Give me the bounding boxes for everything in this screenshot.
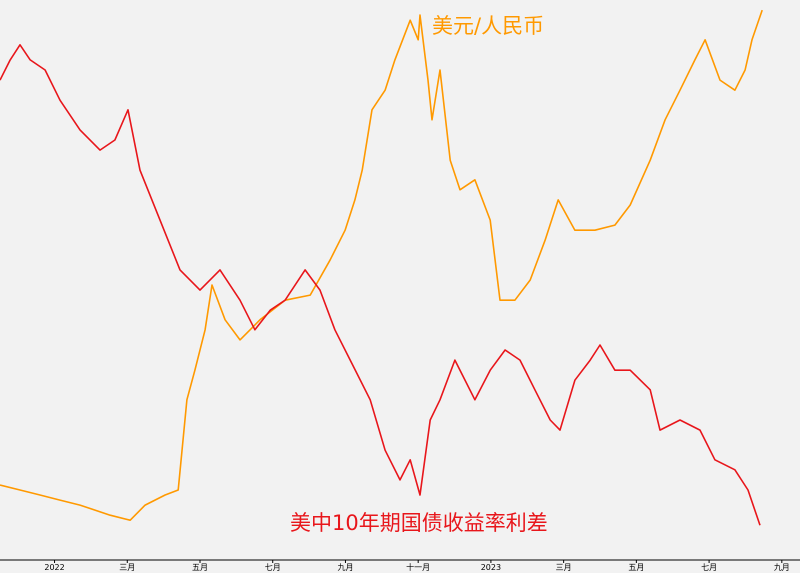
- x-tick-label: 七月: [701, 563, 717, 572]
- x-tick-label: 2023: [481, 563, 501, 572]
- series-label: 美元/人民币: [432, 14, 544, 38]
- x-tick-label: 七月: [265, 563, 281, 572]
- x-tick-label: 五月: [628, 563, 644, 572]
- x-tick-label: 2022: [44, 563, 64, 572]
- x-tick-label: 五月: [192, 563, 208, 572]
- x-tick-label: 九月: [774, 563, 790, 572]
- series-label: 美中10年期国债收益率利差: [290, 511, 548, 535]
- line: [0, 9, 763, 521]
- x-tick-label: 三月: [556, 563, 572, 572]
- line: [0, 44, 761, 526]
- x-tick-label: 三月: [119, 563, 135, 572]
- x-tick-label: 九月: [337, 563, 353, 572]
- x-tick-label: 十一月: [406, 562, 430, 572]
